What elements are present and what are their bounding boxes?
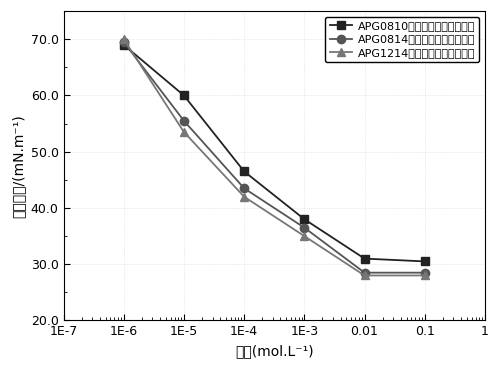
APG0810罧基甜菜碗表面活性剂 — [181, 93, 187, 98]
APG0810罧基甜菜碗表面活性剂 — [422, 259, 428, 263]
APG0810罧基甜菜碗表面活性剂 — [302, 217, 308, 221]
APG1214罧基甜菜碗表面活性剂 — [422, 273, 428, 278]
APG1214罧基甜菜碗表面活性剂 — [120, 37, 126, 41]
APG0814罧基甜菜碗表面活性剂 — [181, 118, 187, 123]
APG0810罧基甜菜碗表面活性剂 — [241, 169, 247, 174]
Legend: APG0810罧基甜菜碗表面活性剂, APG0814罧基甜菜碗表面活性剂, APG1214罧基甜菜碗表面活性剂: APG0810罧基甜菜碗表面活性剂, APG0814罧基甜菜碗表面活性剂, AP… — [325, 17, 480, 62]
APG0814罧基甜菜碗表面活性剂 — [120, 40, 126, 44]
APG0814罧基甜菜碗表面活性剂 — [302, 225, 308, 230]
Y-axis label: 表面张力/(mN.m⁻¹): 表面张力/(mN.m⁻¹) — [11, 114, 25, 218]
APG0810罧基甜菜碗表面活性剂 — [120, 43, 126, 47]
APG1214罧基甜菜碗表面活性剂 — [181, 130, 187, 134]
APG0810罧基甜菜碗表面活性剂 — [362, 256, 368, 261]
APG0814罧基甜菜碗表面活性剂 — [241, 186, 247, 190]
Line: APG1214罧基甜菜碗表面活性剂: APG1214罧基甜菜碗表面活性剂 — [120, 35, 429, 280]
APG0814罧基甜菜碗表面活性剂 — [362, 270, 368, 275]
APG0814罧基甜菜碗表面活性剂 — [422, 270, 428, 275]
APG1214罧基甜菜碗表面活性剂 — [241, 194, 247, 199]
X-axis label: 浓度(mol.L⁻¹): 浓度(mol.L⁻¹) — [235, 344, 314, 358]
APG1214罧基甜菜碗表面活性剂 — [362, 273, 368, 278]
APG1214罧基甜菜碗表面活性剂 — [302, 234, 308, 238]
Line: APG0810罧基甜菜碗表面活性剂: APG0810罧基甜菜碗表面活性剂 — [120, 41, 429, 266]
Line: APG0814罧基甜菜碗表面活性剂: APG0814罧基甜菜碗表面活性剂 — [120, 38, 429, 277]
